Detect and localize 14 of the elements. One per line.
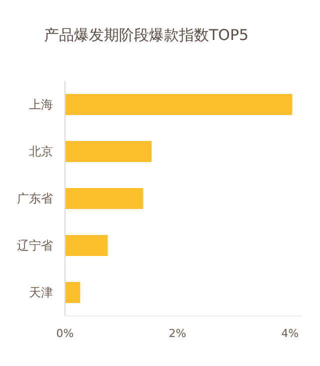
bar — [65, 188, 144, 209]
x-tick-label: 0% — [56, 327, 74, 340]
y-tick-label: 辽宁省 — [17, 238, 53, 252]
y-tick-label: 广东省 — [17, 192, 53, 206]
x-tick-label: 2% — [168, 327, 186, 340]
bar — [65, 282, 80, 303]
y-tick-label: 天津 — [29, 286, 53, 300]
bar — [65, 94, 292, 115]
x-tick-label: 4% — [281, 327, 299, 340]
bar — [65, 141, 152, 162]
chart-title: 产品爆发期阶段爆款指数TOP5 — [44, 26, 249, 44]
y-tick-label: 上海 — [29, 98, 53, 112]
bar — [65, 235, 108, 256]
y-tick-label: 北京 — [29, 144, 53, 158]
